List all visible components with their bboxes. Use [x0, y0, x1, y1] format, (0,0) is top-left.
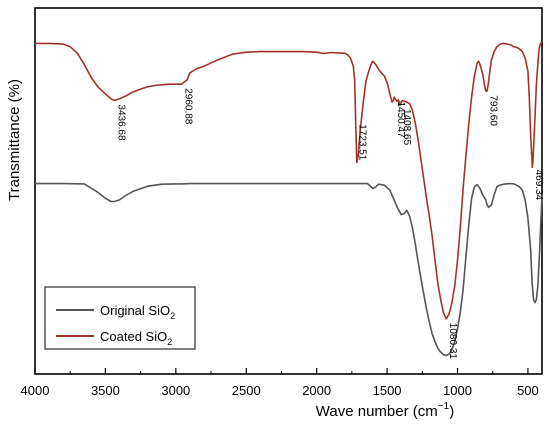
legend-label-coated: Coated SiO2	[100, 329, 172, 347]
plot-frame	[34, 7, 543, 375]
legend-label-original: Original SiO2	[100, 303, 175, 321]
x-tick-label: 500	[517, 383, 539, 398]
series-layer	[35, 41, 543, 357]
x-tick-label: 4000	[21, 383, 50, 398]
y-axis-label: Transmittance (%)	[6, 79, 23, 201]
x-tick-label: 1000	[443, 383, 472, 398]
x-tick-label: 3000	[161, 383, 190, 398]
peak-label: 793.60	[488, 95, 499, 126]
legend-box	[44, 286, 196, 350]
x-tick-label: 3500	[91, 383, 120, 398]
x-axis-label-text: Wave number (cm	[316, 403, 438, 420]
peak-label: 2960.88	[182, 88, 193, 125]
x-axis-label-exponent: −1	[438, 401, 450, 412]
x-axis-label-close: )	[449, 403, 454, 420]
series-line-coated	[35, 41, 543, 320]
x-axis-ticks: 4000 3500 3000 2500 2000 1500 1000 500	[21, 368, 539, 398]
peak-label: 1450.47	[395, 102, 406, 139]
peak-label: 1723.51	[357, 124, 368, 161]
x-tick-label: 2500	[232, 383, 261, 398]
x-tick-label: 2000	[302, 383, 331, 398]
peak-label: 1408.65	[401, 109, 412, 146]
x-axis-label: Wave number (cm−1)	[316, 401, 454, 420]
legend: Original SiO2 Coated SiO2	[44, 286, 196, 350]
peak-label: 3436.68	[115, 104, 126, 141]
peak-label: 469.34	[533, 170, 544, 201]
peak-label: 1080.31	[447, 323, 458, 360]
x-tick-label: 1500	[373, 383, 402, 398]
series-line-original	[35, 182, 543, 357]
